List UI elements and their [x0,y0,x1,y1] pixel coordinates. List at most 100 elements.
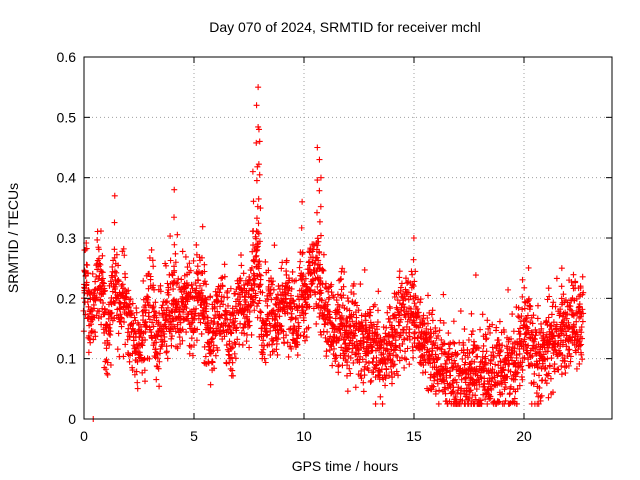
data-point [251,280,258,287]
data-point [316,281,323,288]
data-point [565,325,572,332]
data-point [222,307,229,314]
data-point [553,275,560,282]
data-point [541,365,548,372]
data-point [129,325,136,332]
data-point [562,370,569,377]
data-point [96,272,103,279]
data-point [257,272,264,279]
data-point [405,296,412,303]
data-point [440,291,447,298]
data-point [306,303,313,310]
data-point [287,299,294,306]
data-point [214,299,221,306]
data-point [239,341,246,348]
data-point [225,322,232,329]
data-point [296,264,303,271]
data-point [349,349,356,356]
data-point [515,304,522,311]
data-point [517,325,524,332]
data-point [250,299,257,306]
data-point [490,354,497,361]
data-point [254,243,261,250]
data-point [322,280,329,287]
data-point [498,347,505,354]
data-point [389,358,396,365]
data-point [103,356,110,363]
data-point [484,317,491,324]
data-point [94,236,101,243]
data-point [339,265,346,272]
data-point [559,326,566,333]
data-point [375,288,382,295]
data-point [99,269,106,276]
data-point [561,357,568,364]
data-point [360,388,367,395]
data-point [579,356,586,363]
data-point [406,336,413,343]
data-point [261,355,268,362]
data-point [210,342,217,349]
data-point [493,324,500,331]
data-point [218,275,225,282]
data-point [179,326,186,333]
data-point [552,303,559,310]
data-point [130,337,137,344]
data-point [403,356,410,363]
data-point [562,328,569,335]
data-point [531,370,538,377]
data-point [250,198,257,205]
data-point [188,320,195,327]
data-point [190,257,197,264]
data-point [134,358,141,365]
data-point [273,295,280,302]
data-point [545,370,552,377]
data-point [345,334,352,341]
data-point [373,362,380,369]
data-point [580,289,587,296]
data-point [578,329,585,336]
data-point [142,378,149,385]
data-point [551,361,558,368]
data-point [410,256,417,263]
data-point [107,362,114,369]
data-point [502,397,509,404]
data-point [353,314,360,321]
data-point [366,306,373,313]
data-point [85,332,92,339]
data-point [257,314,264,321]
data-point [285,287,292,294]
data-point [102,366,109,373]
data-point [177,319,184,326]
data-point [382,361,389,368]
data-point [190,328,197,335]
data-point [259,289,266,296]
data-point [482,353,489,360]
data-point [548,322,555,329]
data-point [534,364,541,371]
data-point [432,328,439,335]
data-point [216,289,223,296]
data-point [316,187,323,194]
data-point [136,349,143,356]
data-point [208,336,215,343]
data-point [271,242,278,249]
data-point [567,358,574,365]
data-point [220,301,227,308]
data-point [264,331,271,338]
data-point [253,139,260,146]
data-point [473,386,480,393]
data-point [511,361,518,368]
data-point [489,366,496,373]
data-point [446,356,453,363]
data-point [573,318,580,325]
data-point [140,357,147,364]
data-point [324,328,331,335]
data-point [338,275,345,282]
data-point [240,270,247,277]
data-point [229,305,236,312]
data-point [424,314,431,321]
data-point [211,319,218,326]
data-point [297,312,304,319]
data-point [352,332,359,339]
